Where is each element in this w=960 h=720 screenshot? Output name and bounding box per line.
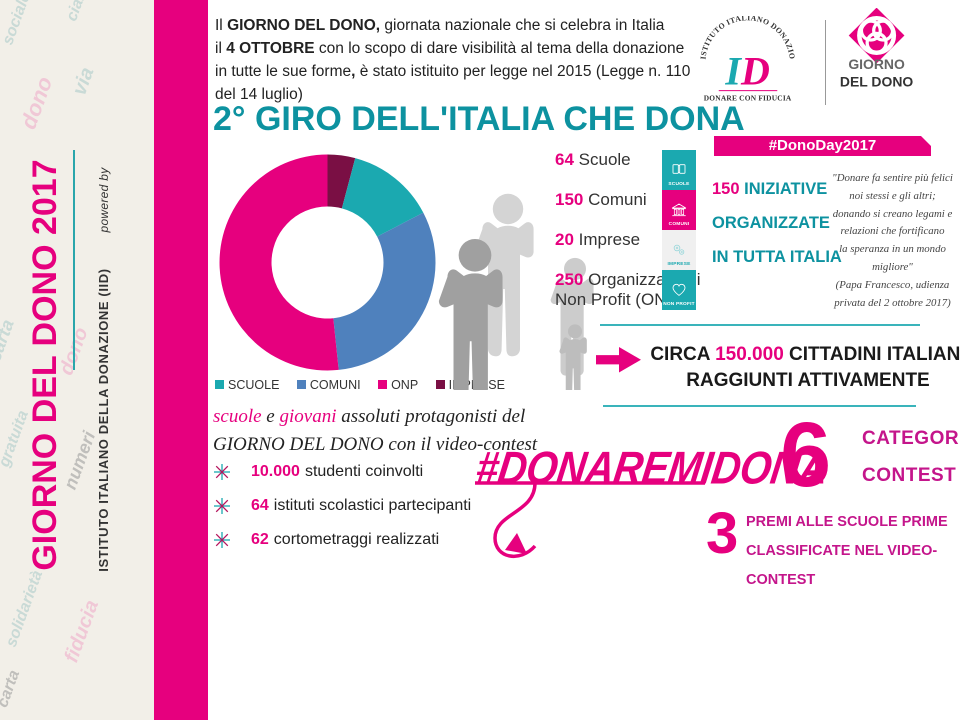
svg-text:DONARE CON FIDUCIA: DONARE CON FIDUCIA [704,93,792,102]
svg-text:ID: ID [724,49,769,94]
svg-text:GIORNO: GIORNO [848,56,905,72]
svg-text:DEL DONO: DEL DONO [840,73,913,89]
